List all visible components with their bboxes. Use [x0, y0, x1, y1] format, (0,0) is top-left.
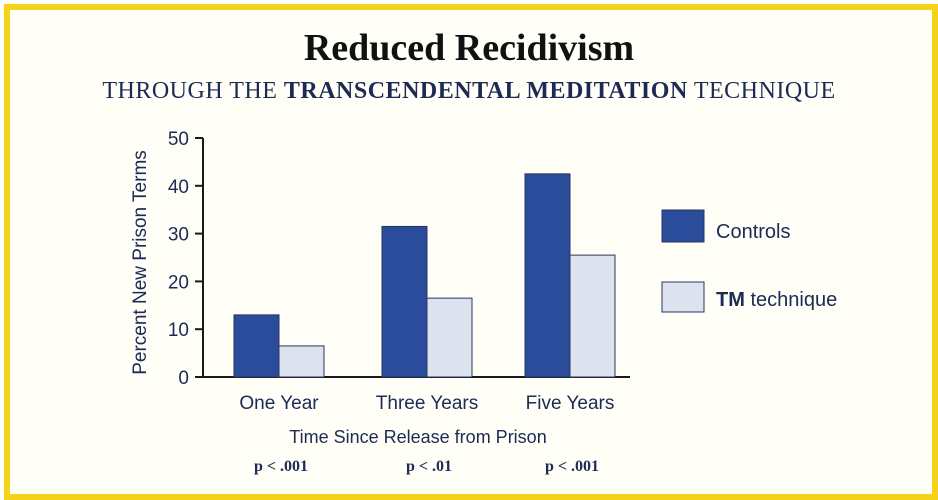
- p-value-annotation: p < .001: [254, 458, 308, 475]
- y-tick-label: 50: [168, 129, 189, 150]
- subtitle-bold: TRANSCENDENTAL MEDITATION: [283, 78, 688, 104]
- x-tick-label: Three Years: [376, 393, 478, 414]
- legend-label-tm-bold: TM: [716, 289, 745, 311]
- bars: [233, 173, 616, 378]
- bar-controls-2: [524, 173, 571, 378]
- y-tick-label: 30: [168, 225, 189, 246]
- y-axis-title: Percent New Prison Terms: [130, 150, 151, 375]
- chart-subtitle: THROUGH THE TRANSCENDENTAL MEDITATION TE…: [0, 78, 938, 105]
- chart-frame: [4, 4, 938, 500]
- subtitle-suffix: TECHNIQUE: [687, 78, 836, 104]
- legend-label-tm: TM technique: [716, 289, 837, 311]
- bar-tm-1: [426, 297, 473, 378]
- legend-swatch-tm: [661, 281, 705, 313]
- chart-title: Reduced Recidivism: [303, 27, 635, 69]
- p-value-annotation: p < .001: [545, 458, 599, 475]
- y-tick-label: 20: [168, 272, 189, 293]
- legend: Controls TM technique: [661, 209, 837, 313]
- y-tick-label: 40: [168, 177, 189, 198]
- x-tick-label: Five Years: [526, 393, 615, 414]
- y-tick-label: 10: [168, 320, 189, 341]
- p-value-annotation: p < .01: [406, 458, 452, 475]
- bar-tm-0: [278, 345, 325, 378]
- bar-controls-1: [381, 225, 428, 378]
- bar-tm-2: [569, 254, 616, 378]
- legend-swatch-controls: [661, 209, 705, 243]
- labels: 0 10 20 30 40 50 Percent New Prison Terms One Y…: [130, 129, 614, 475]
- legend-label-tm-rest: technique: [745, 289, 837, 311]
- bar-controls-0: [233, 314, 280, 378]
- y-tick-label: 0: [178, 368, 189, 389]
- x-tick-label: One Year: [239, 393, 319, 414]
- legend-label-controls: Controls: [716, 221, 790, 243]
- subtitle-prefix: THROUGH THE: [102, 78, 284, 104]
- x-axis-title: Time Since Release from Prison: [289, 427, 546, 447]
